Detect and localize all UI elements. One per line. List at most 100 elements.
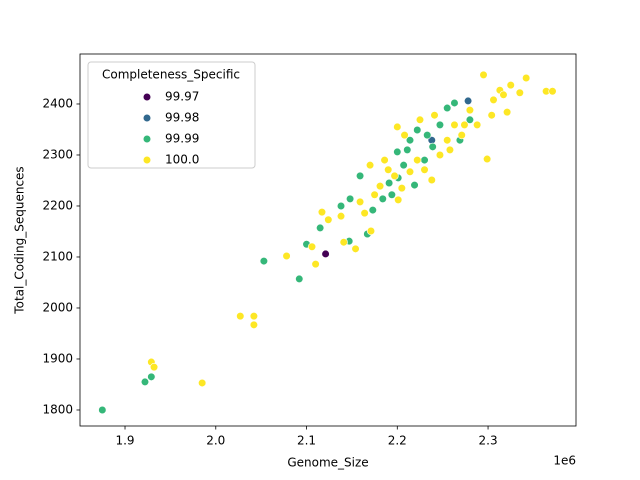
- scatter-point: [147, 372, 156, 381]
- scatter-point: [430, 111, 439, 120]
- scatter-point: [384, 165, 393, 174]
- y-axis-label: Total_Coding_Sequences: [13, 166, 27, 314]
- scatter-point: [399, 161, 408, 170]
- scatter-point: [465, 115, 475, 124]
- scatter-point: [360, 209, 369, 218]
- scatter-point: [465, 106, 475, 115]
- x-tick-label: 2.2: [388, 434, 407, 448]
- scatter-point: [324, 215, 333, 224]
- x-offset-text: 1e6: [553, 454, 576, 468]
- y-tick-label: 2000: [42, 300, 73, 314]
- scatter-point: [457, 130, 466, 140]
- y-tick-label: 1900: [42, 351, 73, 365]
- x-axis-label: Genome_Size: [287, 456, 368, 470]
- scatter-point: [428, 142, 437, 151]
- scatter-point: [366, 226, 376, 236]
- scatter-point: [365, 161, 375, 170]
- scatter-point: [368, 205, 377, 215]
- plot-frame: [79, 53, 577, 427]
- legend-marker: [142, 92, 152, 102]
- scatter-point: [311, 260, 320, 269]
- legend-marker: [142, 155, 152, 165]
- y-tick-label: 2300: [42, 147, 73, 161]
- scatter-point: [443, 136, 452, 145]
- scatter-point: [499, 90, 508, 99]
- scatter-point: [316, 223, 325, 233]
- scatter-point: [375, 181, 385, 191]
- scatter-point: [413, 155, 422, 165]
- scatter-point: [98, 405, 107, 415]
- scatter-point: [259, 256, 268, 266]
- scatter-point: [413, 125, 422, 135]
- legend-box: [87, 61, 256, 169]
- scatter-point: [355, 197, 365, 207]
- scatter-point: [403, 145, 412, 154]
- scatter-point: [506, 81, 515, 90]
- scatter-point: [405, 167, 415, 176]
- scatter-point: [503, 108, 512, 117]
- y-tick-label: 2400: [42, 96, 73, 110]
- legend-title: Completeness_Specific: [102, 68, 240, 82]
- scatter-point: [483, 154, 492, 164]
- scatter-point: [149, 363, 159, 372]
- scatter-point: [385, 178, 394, 188]
- scatter-point: [415, 115, 425, 124]
- scatter-point: [351, 244, 360, 253]
- scatter-point: [548, 87, 557, 96]
- scatter-point: [473, 120, 482, 129]
- scatter-point: [317, 208, 327, 217]
- scatter-point: [423, 130, 432, 140]
- scatter-point: [397, 184, 406, 193]
- scatter-point: [355, 171, 365, 180]
- scatter-point: [380, 155, 389, 165]
- legend-marker: [142, 134, 152, 144]
- scatter-point: [394, 195, 403, 204]
- scatter-point: [487, 111, 496, 120]
- scatter-point: [460, 120, 469, 129]
- scatter-point: [249, 320, 258, 329]
- scatter-point: [336, 201, 346, 211]
- scatter-point: [450, 98, 459, 108]
- scatter-point: [336, 212, 346, 221]
- scatter-point: [339, 238, 348, 247]
- scatter-point: [479, 70, 488, 80]
- scatter-point: [393, 122, 402, 132]
- scatter-point: [390, 171, 399, 180]
- legend-marker: [142, 113, 152, 123]
- x-tick-label: 2.0: [206, 434, 225, 448]
- scatter-point: [282, 251, 291, 261]
- scatter-point: [450, 120, 459, 129]
- scatter-point: [405, 136, 415, 145]
- scatter-point: [345, 194, 355, 203]
- scatter-point: [378, 194, 387, 203]
- scatter-point: [400, 130, 409, 140]
- scatter-point: [427, 175, 436, 185]
- scatter-point: [198, 378, 207, 388]
- scatter-point: [435, 120, 445, 129]
- scatter-point: [249, 312, 258, 321]
- scatter-point: [307, 242, 317, 251]
- legend-label: 99.98: [165, 111, 199, 125]
- scatter-point: [295, 274, 304, 284]
- scatter-point: [489, 95, 498, 105]
- legend-label: 100.0: [165, 153, 199, 167]
- y-tick-label: 2100: [42, 249, 73, 263]
- scatter-point: [515, 88, 524, 97]
- scatter-point: [370, 190, 379, 199]
- scatter-point: [463, 96, 473, 106]
- y-tick-label: 1800: [42, 402, 73, 416]
- scatter-point: [387, 190, 396, 199]
- scatter-point: [420, 155, 429, 165]
- scatter-point: [321, 249, 330, 259]
- legend-label: 99.97: [165, 90, 199, 104]
- scatter-point: [443, 103, 452, 113]
- scatter-point: [445, 145, 455, 154]
- scatter-point: [435, 150, 445, 160]
- scatter-point: [522, 73, 531, 83]
- scatter-point: [420, 165, 429, 174]
- x-tick-label: 2.1: [297, 434, 316, 448]
- y-tick-label: 2200: [42, 198, 73, 212]
- scatter-point: [410, 180, 419, 190]
- scatter-point: [393, 147, 402, 157]
